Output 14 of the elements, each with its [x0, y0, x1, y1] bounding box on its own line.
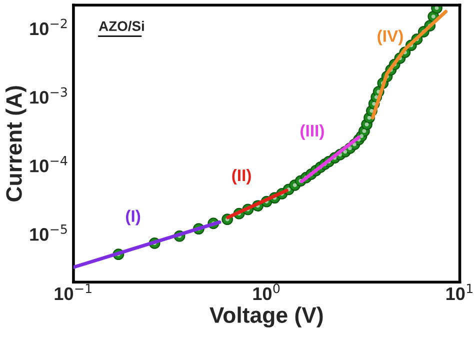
y-tick-label: 10$^{−5}$ [30, 224, 67, 241]
annotation: (I) [126, 210, 140, 226]
annotation: (III) [300, 124, 324, 140]
y-axis-title: Current (A) [6, 86, 26, 202]
annotation: (IV) [378, 30, 403, 46]
x-axis-title: Voltage (V) [210, 306, 323, 328]
x-tick-label: 10$^{0}$ [253, 284, 280, 300]
annotation: (II) [232, 168, 251, 184]
y-tick-label: 10$^{−4}$ [30, 156, 68, 172]
x-tick-label: 10$^{1}$ [446, 284, 472, 300]
y-tick-label: 10$^{−3}$ [30, 87, 67, 104]
y-tick-label: 10$^{−2}$ [30, 18, 67, 36]
annotation: AZO/Si [98, 20, 144, 32]
x-tick-label: 10$^{−1}$ [54, 284, 92, 300]
